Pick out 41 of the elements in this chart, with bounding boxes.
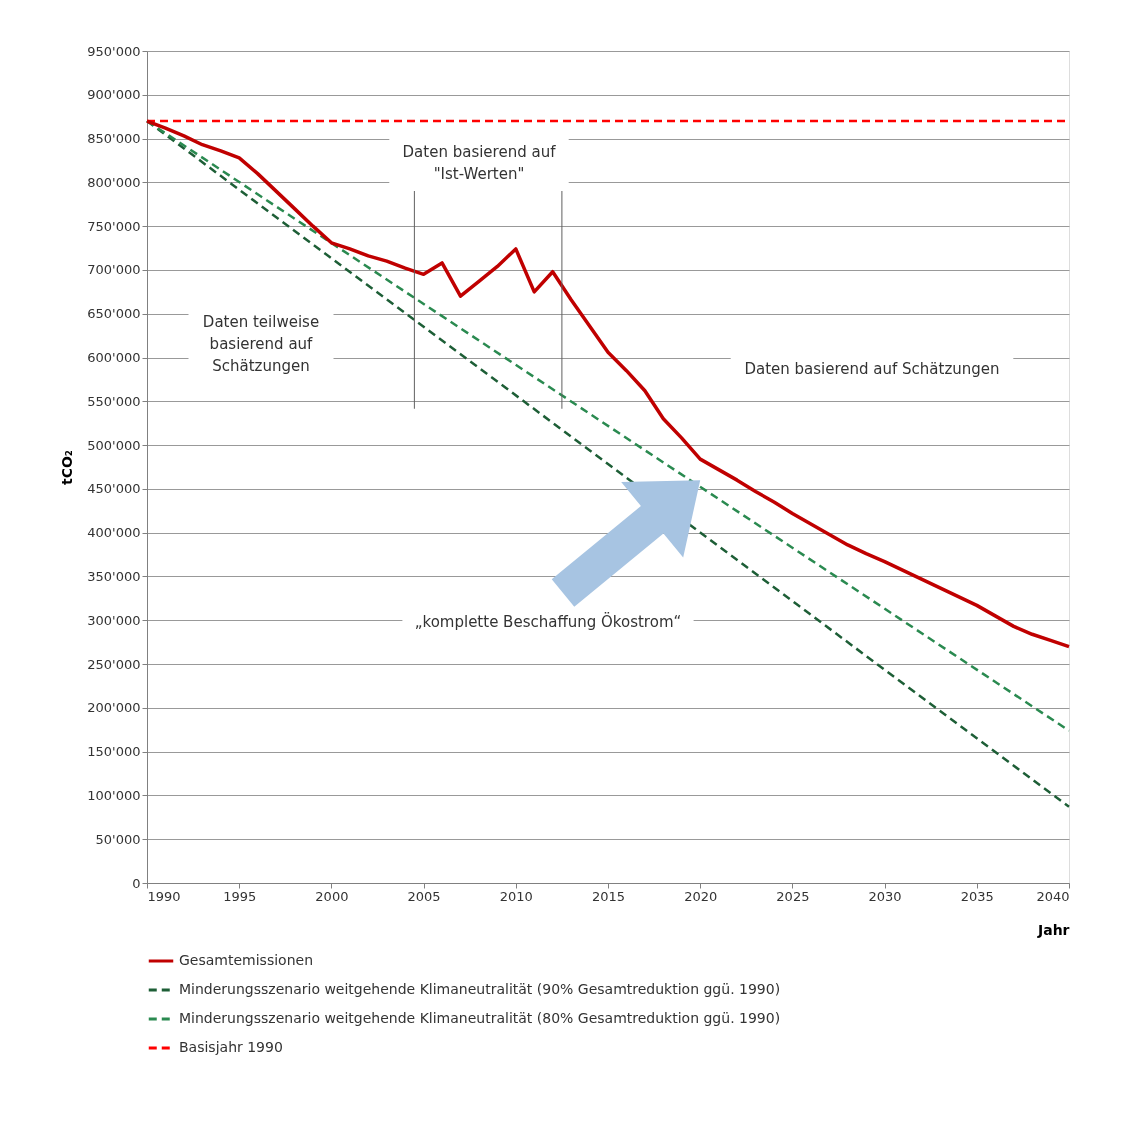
y-tick-label: 450'000 — [87, 481, 141, 497]
y-tick-label: 600'000 — [87, 350, 141, 366]
x-tick-label: 2000 — [315, 888, 349, 904]
y-axis-title: tCO₂ — [59, 450, 76, 485]
y-tick-label: 500'000 — [87, 437, 141, 453]
legend-label: Basisjahr 1990 — [179, 1039, 283, 1055]
x-axis-title: Jahr — [1036, 921, 1070, 938]
x-tick-label: 2005 — [407, 888, 441, 904]
x-tick-label: 2040 — [1036, 888, 1070, 904]
y-tick-label: 200'000 — [87, 700, 141, 716]
annotation: Daten basierend auf "Ist-Werten" — [402, 143, 557, 183]
y-tick-label: 400'000 — [87, 525, 141, 541]
y-tick-label: 800'000 — [87, 174, 141, 190]
x-tick-label: 1995 — [223, 888, 257, 904]
x-tick-label: 2025 — [776, 888, 810, 904]
x-tick-label: 2010 — [499, 888, 533, 904]
x-tick-label: 2030 — [868, 888, 902, 904]
y-tick-label: 650'000 — [87, 306, 141, 322]
y-tick-label: 250'000 — [87, 656, 141, 672]
legend-label: Minderungsszenario weitgehende Klimaneutralität (80% Gesamtreduktion ggü. 1990) — [179, 1010, 781, 1026]
y-tick-label: 950'000 — [87, 43, 141, 59]
y-tick-label: 50'000 — [95, 831, 141, 847]
y-tick-label: 100'000 — [87, 787, 141, 803]
y-tick-label: 900'000 — [87, 87, 141, 103]
x-tick-label: 2015 — [591, 888, 626, 904]
x-tick-label: 2035 — [960, 888, 994, 904]
y-tick-label: 750'000 — [87, 218, 141, 234]
annotation: Daten teilweise basierend auf Schätzungen — [202, 313, 320, 375]
y-tick-label: 850'000 — [87, 131, 141, 147]
y-tick-label: 0 — [132, 875, 141, 891]
x-tick-label: 1990 — [147, 888, 181, 904]
legend-label: Minderungsszenario weitgehende Klimaneutralität (90% Gesamtreduktion ggü. 1990) — [179, 981, 781, 997]
y-tick-label: 300'000 — [87, 612, 141, 628]
legend-label: Gesamtemissionen — [179, 952, 314, 968]
y-tick-label: 350'000 — [87, 568, 141, 584]
y-tick-label: 700'000 — [87, 262, 141, 278]
x-tick-label: 2020 — [684, 888, 718, 904]
annotation: Daten basierend auf Schätzungen — [744, 360, 1000, 378]
annotation: „komplette Beschaffung Ökostrom“ — [414, 612, 682, 631]
y-tick-label: 150'000 — [87, 744, 141, 760]
y-tick-label: 550'000 — [87, 393, 141, 409]
